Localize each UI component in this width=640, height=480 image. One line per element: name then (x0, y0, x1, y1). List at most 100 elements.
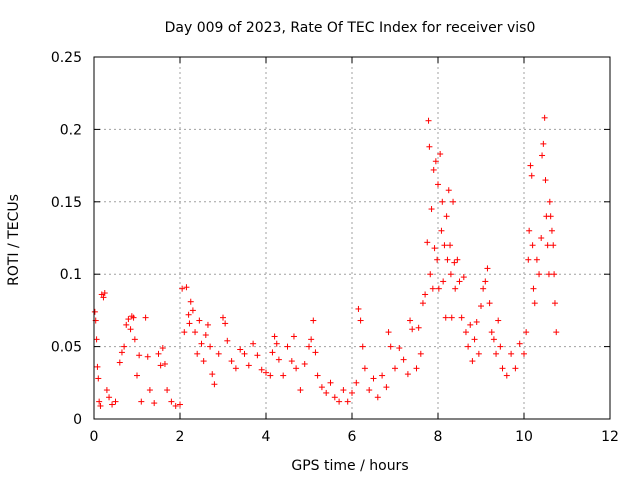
data-point (452, 285, 459, 292)
data-point (121, 343, 128, 350)
x-tick-label: 2 (176, 429, 185, 445)
data-point (273, 340, 280, 347)
data-point (454, 256, 461, 263)
data-point (396, 345, 403, 352)
data-point (222, 320, 229, 327)
data-point (428, 206, 435, 213)
data-point (542, 177, 549, 184)
data-point (548, 227, 555, 234)
data-point (100, 294, 107, 301)
data-point (536, 271, 543, 278)
data-point (475, 350, 482, 357)
data-point (499, 365, 506, 372)
data-point (426, 143, 433, 150)
data-point (186, 320, 193, 327)
data-point (442, 314, 449, 321)
data-point (484, 265, 491, 272)
x-axis-label: GPS time / hours (291, 458, 408, 474)
data-point (547, 213, 554, 220)
data-point (434, 256, 441, 263)
y-tick-label: 0.1 (60, 267, 82, 283)
data-point (106, 394, 113, 401)
data-point (407, 317, 414, 324)
y-axis-label: ROTI / TECUs (6, 194, 22, 286)
data-point (101, 290, 108, 297)
data-point (250, 340, 257, 347)
data-point (314, 372, 321, 379)
data-point (168, 398, 175, 405)
data-point (159, 345, 166, 352)
data-point (349, 389, 355, 396)
data-point (413, 365, 420, 372)
data-point (488, 329, 495, 336)
data-point (220, 314, 226, 321)
data-point (366, 387, 373, 394)
data-point (161, 360, 168, 367)
data-point (392, 365, 398, 372)
data-point (232, 365, 239, 372)
data-point (196, 317, 203, 324)
data-point (528, 172, 535, 179)
data-point (379, 372, 386, 379)
data-point (490, 336, 497, 343)
data-point (280, 372, 287, 379)
data-point (267, 372, 274, 379)
data-point (473, 318, 480, 325)
data-point (198, 340, 205, 347)
data-point (427, 271, 434, 278)
data-point (440, 278, 447, 285)
data-point (448, 314, 455, 321)
data-point (155, 350, 162, 357)
y-tick-label: 0 (73, 412, 82, 428)
data-point (523, 329, 530, 336)
data-point (144, 353, 151, 360)
y-axis: 0 0.05 0.1 0.15 0.2 0.25 (51, 50, 610, 428)
data-point (435, 181, 441, 188)
data-point (431, 245, 438, 252)
data-point (486, 300, 493, 307)
data-point (359, 343, 366, 350)
data-point (237, 346, 244, 353)
data-point (179, 285, 186, 292)
data-point (447, 242, 454, 249)
data-point (512, 365, 519, 372)
data-point (134, 372, 140, 379)
data-point (130, 314, 137, 321)
data-point (245, 362, 252, 369)
data-point (432, 158, 439, 165)
data-point (336, 398, 343, 405)
data-point (327, 379, 334, 386)
data-point (138, 398, 145, 405)
data-point (241, 350, 248, 357)
data-point (224, 337, 231, 344)
data-point (181, 329, 188, 336)
data-point (527, 162, 534, 169)
data-point (293, 365, 300, 372)
data-point (482, 278, 489, 285)
x-tick-label: 12 (601, 429, 619, 445)
data-point (435, 285, 442, 292)
data-point (550, 242, 557, 249)
data-point (530, 285, 537, 292)
data-point (323, 389, 330, 396)
y-tick-label: 0.2 (60, 122, 82, 138)
data-point (284, 343, 291, 350)
data-points (91, 114, 560, 409)
data-point (460, 274, 467, 281)
data-point (544, 242, 551, 249)
data-point (370, 375, 377, 382)
data-point (469, 358, 476, 365)
data-point (456, 278, 463, 285)
data-point (539, 152, 546, 159)
data-point (361, 365, 368, 372)
data-point (419, 300, 426, 307)
data-point (422, 291, 429, 298)
data-point (538, 235, 545, 241)
gridlines (94, 57, 610, 419)
data-point (215, 350, 222, 357)
data-point (526, 227, 533, 234)
data-point (425, 117, 432, 124)
data-point (508, 350, 515, 357)
data-point (183, 284, 190, 291)
data-point (271, 333, 278, 340)
